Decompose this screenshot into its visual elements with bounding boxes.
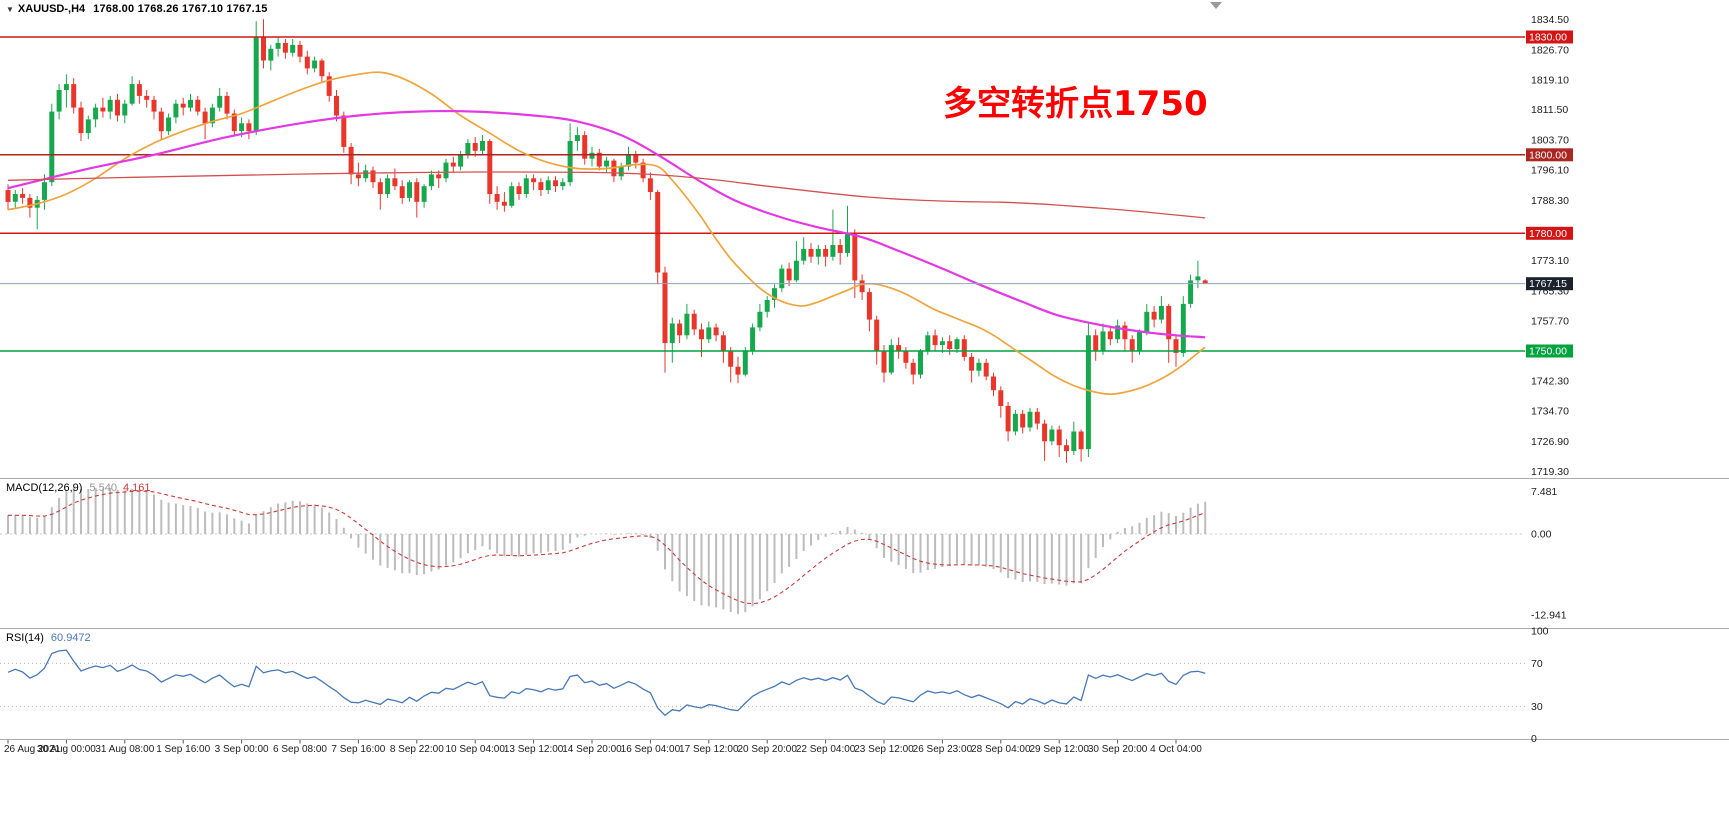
svg-text:0: 0 — [1531, 733, 1537, 745]
price-label-box — [1526, 277, 1573, 291]
svg-text:4 Oct 04:00: 4 Oct 04:00 — [1150, 744, 1202, 755]
svg-text:1726.90: 1726.90 — [1531, 436, 1569, 448]
macd-signal-line — [8, 490, 1206, 605]
svg-text:100: 100 — [1531, 626, 1549, 638]
svg-text:26 Sep 23:00: 26 Sep 23:00 — [913, 744, 973, 755]
svg-text:31 Aug 08:00: 31 Aug 08:00 — [95, 744, 154, 755]
svg-text:30: 30 — [1531, 701, 1543, 713]
price-axis[interactable]: 1834.50 1826.70 1819.10 1811.50 1803.70 1796.… — [1526, 14, 1573, 478]
svg-text:-12.941: -12.941 — [1531, 610, 1567, 622]
macd-histogram — [7, 487, 1207, 615]
price-label-box — [1526, 344, 1573, 358]
ma-magenta-mid — [7, 109, 1206, 339]
svg-text:20 Sep 20:00: 20 Sep 20:00 — [737, 744, 797, 755]
main-chart-panel[interactable] — [0, 19, 1525, 463]
svg-text:1811.50: 1811.50 — [1531, 104, 1568, 116]
svg-text:1742.30: 1742.30 — [1531, 376, 1569, 388]
svg-text:22 Sep 04:00: 22 Sep 04:00 — [796, 744, 856, 755]
svg-text:1780.00: 1780.00 — [1529, 228, 1567, 240]
price-label-box — [1526, 226, 1573, 240]
macd-label: MACD(12,26,9) 5.540 4.161 — [6, 482, 150, 494]
svg-text:28 Sep 04:00: 28 Sep 04:00 — [971, 744, 1031, 755]
svg-text:30 Aug 00:00: 30 Aug 00:00 — [37, 744, 96, 755]
macd-name: MACD(12,26,9) — [6, 482, 83, 494]
ma-orange-fast — [7, 71, 1206, 396]
svg-text:10 Sep 04:00: 10 Sep 04:00 — [445, 744, 505, 755]
chart-shift-marker-icon[interactable] — [1210, 2, 1222, 9]
chart-header: ▼ XAUUSD-,H4 1768.00 1768.26 1767.10 1767.… — [6, 3, 268, 15]
svg-text:1800.00: 1800.00 — [1529, 149, 1567, 161]
svg-text:1734.70: 1734.70 — [1531, 406, 1569, 418]
price-label-box — [1526, 148, 1573, 162]
macd-signal-value: 4.161 — [122, 482, 151, 494]
svg-text:1788.30: 1788.30 — [1531, 195, 1569, 207]
svg-text:6 Sep 08:00: 6 Sep 08:00 — [273, 744, 327, 755]
svg-text:1757.70: 1757.70 — [1531, 315, 1569, 327]
svg-text:29 Sep 12:00: 29 Sep 12:00 — [1029, 744, 1089, 755]
svg-text:1826.70: 1826.70 — [1531, 44, 1569, 56]
rsi-line — [7, 649, 1206, 717]
svg-text:8 Sep 22:00: 8 Sep 22:00 — [390, 744, 444, 755]
svg-text:1796.10: 1796.10 — [1531, 165, 1569, 177]
macd-scale[interactable]: 7.481 0.00 -12.941 — [1531, 486, 1567, 622]
svg-text:30 Sep 20:00: 30 Sep 20:00 — [1088, 744, 1148, 755]
svg-text:1750.00: 1750.00 — [1529, 346, 1567, 358]
ohlc-values: 1768.00 1768.26 1767.10 1767.15 — [93, 3, 268, 15]
svg-text:3 Sep 00:00: 3 Sep 00:00 — [215, 744, 269, 755]
svg-text:1 Sep 16:00: 1 Sep 16:00 — [156, 744, 210, 755]
svg-text:1767.15: 1767.15 — [1529, 278, 1567, 290]
annotation-text: 多空转折点1750 — [943, 84, 1208, 124]
svg-text:1834.50: 1834.50 — [1531, 14, 1569, 26]
svg-text:1819.10: 1819.10 — [1531, 74, 1569, 86]
rsi-scale[interactable]: 100 70 30 0 — [1531, 626, 1549, 746]
svg-text:23 Sep 12:00: 23 Sep 12:00 — [854, 744, 914, 755]
rsi-label: RSI(14) 60.9472 — [6, 632, 91, 644]
svg-text:17 Sep 12:00: 17 Sep 12:00 — [679, 744, 739, 755]
macd-panel[interactable] — [0, 487, 1525, 615]
macd-main-value: 5.540 — [89, 482, 117, 494]
svg-text:70: 70 — [1531, 658, 1543, 670]
collapse-icon[interactable]: ▼ — [6, 5, 14, 14]
rsi-value: 60.9472 — [50, 632, 91, 644]
svg-text:16 Sep 04:00: 16 Sep 04:00 — [621, 744, 681, 755]
svg-text:13 Sep 12:00: 13 Sep 12:00 — [504, 744, 564, 755]
svg-text:1719.30: 1719.30 — [1531, 466, 1569, 478]
svg-text:1773.10: 1773.10 — [1531, 255, 1569, 267]
svg-text:14 Sep 20:00: 14 Sep 20:00 — [562, 744, 622, 755]
svg-text:26 Aug 2021: 26 Aug 2021 — [4, 744, 61, 755]
ma-red-slow — [7, 171, 1206, 219]
price-label-box — [1526, 30, 1573, 44]
svg-text:7 Sep 16:00: 7 Sep 16:00 — [331, 744, 385, 755]
symbol-timeframe: XAUUSD-,H4 — [17, 3, 86, 15]
svg-text:1803.70: 1803.70 — [1531, 135, 1569, 147]
rsi-panel[interactable] — [0, 649, 1525, 717]
svg-text:1830.00: 1830.00 — [1529, 32, 1567, 44]
svg-text:0.00: 0.00 — [1531, 529, 1552, 541]
candlesticks — [5, 19, 1208, 463]
rsi-name: RSI(14) — [6, 632, 44, 644]
svg-text:7.481: 7.481 — [1531, 486, 1557, 498]
